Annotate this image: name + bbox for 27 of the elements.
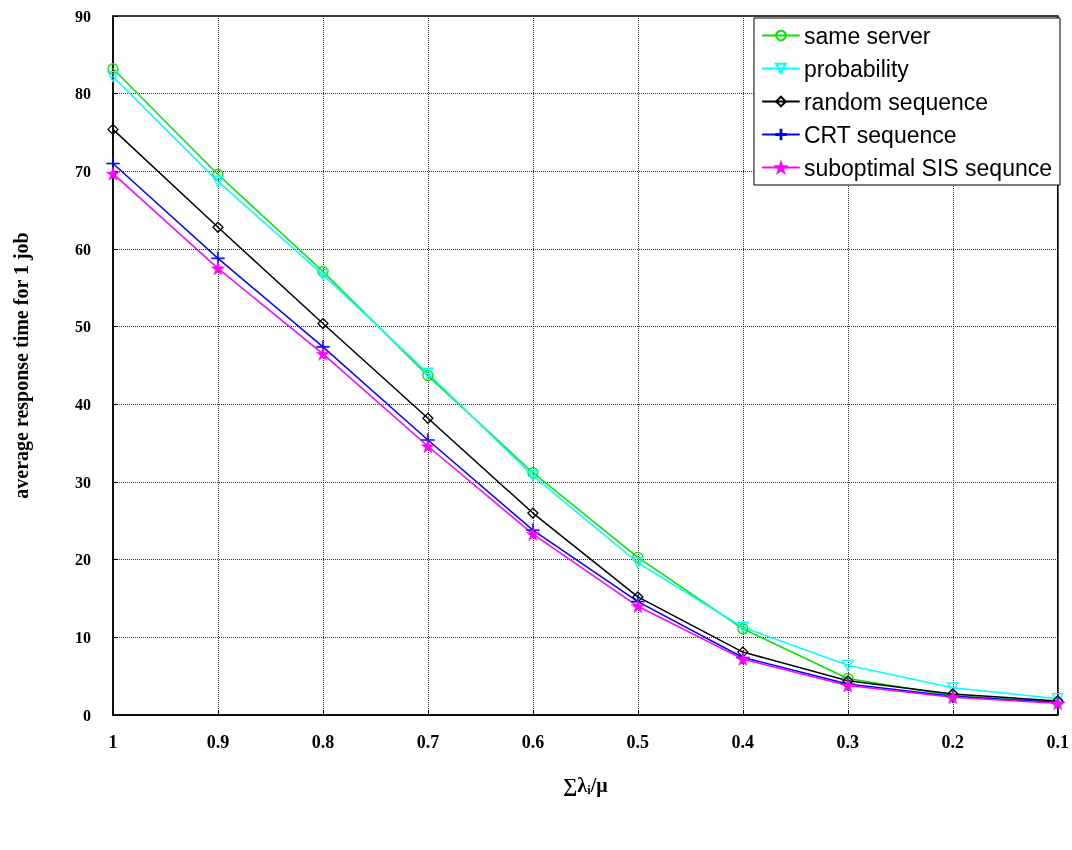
y-tick-label: 80 <box>75 85 91 103</box>
y-tick-label: 20 <box>75 551 91 569</box>
x-tick-label: 0.5 <box>626 732 650 752</box>
x-tick-label: 0.4 <box>731 732 755 752</box>
y-tick-label: 10 <box>75 628 91 646</box>
x-tick-label: 0.9 <box>206 732 230 752</box>
y-tick-label: 30 <box>75 473 91 491</box>
y-tick-label: 60 <box>75 240 91 258</box>
y-tick-label: 90 <box>75 7 91 25</box>
x-tick-label: 0.3 <box>836 732 860 752</box>
legend-label: random sequence <box>803 88 989 115</box>
legend-label: suboptimal SIS sequnce <box>803 154 1053 181</box>
x-axis-title: ∑λᵢ/μ <box>563 774 609 797</box>
legend-label: same server <box>803 22 931 49</box>
y-tick-label: 70 <box>75 162 91 180</box>
x-tick-label: 0.1 <box>1046 732 1069 752</box>
x-tick-label: 1 <box>108 732 118 752</box>
y-tick-label: 50 <box>75 318 91 336</box>
y-tick-label: 0 <box>83 706 91 724</box>
x-tick-label: 0.6 <box>521 732 545 752</box>
y-axis-title: average response time for 1 job <box>10 232 33 499</box>
x-tick-label: 0.7 <box>416 732 440 752</box>
legend-label: CRT sequence <box>803 121 957 148</box>
y-tick-label: 40 <box>75 395 91 413</box>
x-tick-label: 0.8 <box>311 732 335 752</box>
legend-label: probability <box>803 55 910 82</box>
x-tick-label: 0.2 <box>941 732 965 752</box>
